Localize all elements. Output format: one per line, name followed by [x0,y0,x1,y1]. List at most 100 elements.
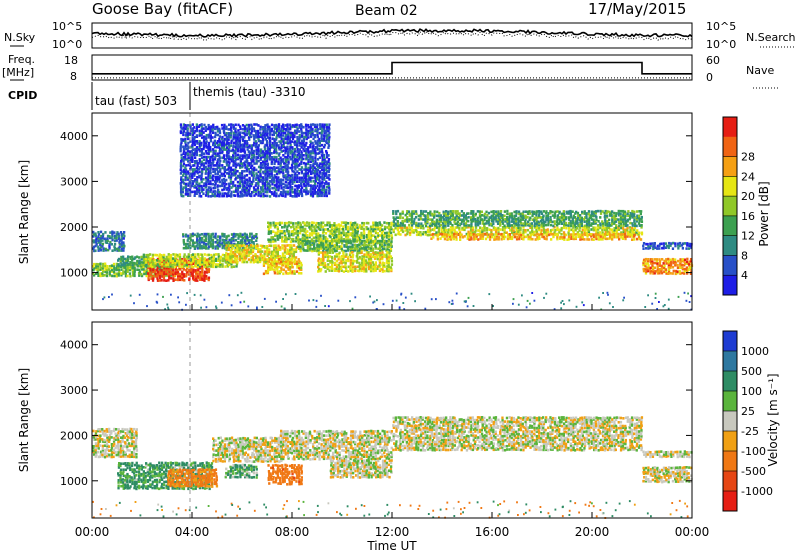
scatter-cell [381,253,384,256]
scatter-cell [599,212,603,215]
scatter-cell [583,226,586,230]
scatter-cell [442,218,446,221]
scatter-cell [142,268,145,271]
scatter-cell [406,216,409,219]
scatter-cell [311,247,314,251]
scatter-cell [385,259,389,263]
scatter-cell [670,242,673,245]
scatter-cell [236,188,239,191]
scatter-cell [336,269,339,272]
scatter-cell [234,154,237,157]
scatter-cell [266,125,270,129]
scatter-cell [243,260,246,264]
scatter-cell [320,268,323,271]
scatter-cell [456,226,459,229]
scatter-cell [431,222,434,226]
scatter-cell [504,220,507,223]
scatter-cell [257,180,260,183]
scatter-cell [239,125,242,128]
scatter-cell [393,222,396,225]
scatter-cell [200,174,203,177]
scatter-cell [261,132,265,135]
scatter-cell [304,235,307,239]
scatter-cell [145,259,148,262]
scatter-cell [263,255,266,258]
scatter-cell [241,258,244,261]
scatter-cell [257,248,260,251]
scatter-cell [322,241,325,244]
scatter-cell [234,127,237,131]
scatter-cell [124,270,127,274]
scatter-cell [519,228,522,231]
scatter-cell [379,257,382,260]
scatter-cell [227,157,231,161]
scatter-cell [103,237,106,241]
scatter-cell [556,223,559,227]
scatter-cell [270,250,274,254]
scatter-cell [101,274,104,277]
scatter-cell [228,123,231,127]
scatter-cell [226,151,229,155]
scatter-cell [345,238,348,242]
scatter-cell [583,212,586,215]
scatter-cell [556,218,559,221]
scatter-cell [595,218,598,221]
scatter-cell [301,233,305,237]
scatter-cell [609,236,612,239]
scatter-cell [488,228,491,231]
scatter-cell [186,129,189,133]
scatter-cell [669,262,673,265]
scatter-cell [481,228,484,232]
scatter-cell [198,149,201,153]
scatter-cell [248,127,251,131]
scatter-cell [333,257,337,261]
scatter-cell [197,261,200,265]
scatter-cell [97,268,100,272]
scatter-cell [250,241,253,244]
scatter-cell [590,214,593,217]
scatter-cell [553,216,556,219]
scatter-cell [204,135,207,139]
scatter-cell [133,272,136,276]
scatter-cell [225,127,228,131]
scatter-cell [255,178,258,181]
scatter-cell [597,228,600,231]
scatter-cell [515,232,518,236]
scatter-cell [196,238,199,242]
scatter-cell [245,127,249,130]
scatter-cell [511,231,514,235]
scatter-cell [281,237,284,241]
scatter-cell [234,165,238,169]
scatter-cell [94,249,97,252]
scatter-cell [604,209,607,213]
scatter-cell [344,225,348,228]
scatter-cell [424,214,427,217]
scatter-cell [419,233,422,237]
scatter-cell [203,232,206,236]
scatter-cell [437,230,440,234]
scatter-cell [468,235,472,238]
scatter-cell [182,152,185,155]
scatter-cell [628,226,632,229]
scatter-cell [205,271,209,274]
scatter-cell [303,223,306,227]
scatter-cell [519,212,522,216]
scatter-cell [441,235,444,238]
scatter-cell [549,211,552,215]
scatter-cell [333,222,336,225]
scatter-cell [278,262,281,265]
scatter-cell [219,265,222,268]
scatter-cell [218,156,221,159]
scatter-cell [497,212,500,215]
scatter-cell [234,137,238,141]
scatter-cell [254,140,257,143]
scatter-cell [280,260,283,264]
scatter-cell [415,221,418,225]
scatter-cell [376,251,379,255]
scatter-cell [207,174,210,177]
scatter-cell [563,233,566,236]
scatter-cell [522,231,525,234]
scatter-cell [187,188,190,191]
scatter-cell [267,227,270,231]
scatter-cell [289,240,293,244]
